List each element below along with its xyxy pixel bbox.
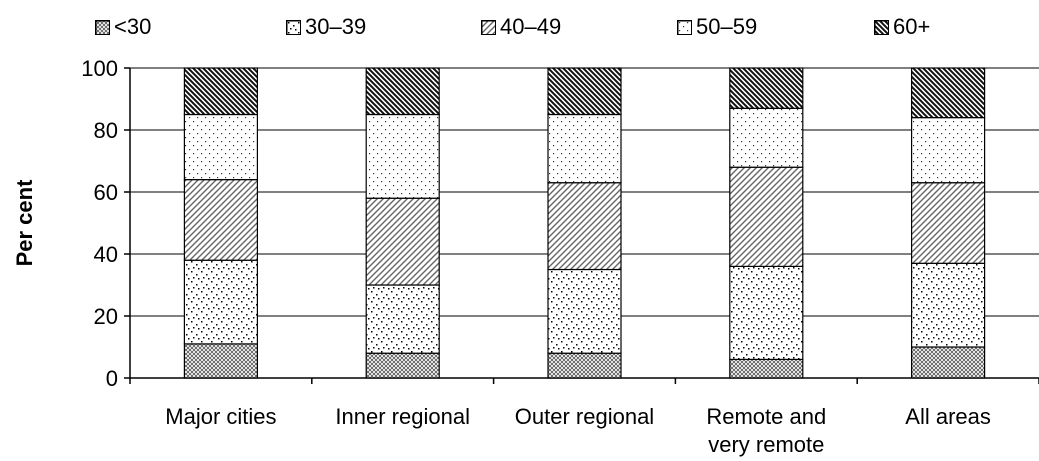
- x-category-label-line: very remote: [708, 432, 824, 457]
- y-tick-label: 0: [106, 366, 118, 391]
- legend-swatch-diagonal-dense: [874, 19, 889, 35]
- bar-segment: [183, 179, 258, 261]
- x-category-label: Outer regional: [515, 404, 654, 429]
- bar-segment: [365, 197, 440, 286]
- bar-segment: [365, 352, 440, 379]
- legend-item-under-30: <30: [95, 16, 151, 38]
- y-tick-label: 60: [94, 180, 118, 205]
- y-tick-label: 20: [94, 304, 118, 329]
- x-category-label: Inner regional: [335, 404, 470, 429]
- bar-segment: [365, 113, 440, 199]
- bar-segment: [183, 67, 258, 116]
- legend-label: <30: [114, 14, 152, 39]
- legend: <30 30–39 40–49 50–59 60+: [0, 4, 1039, 44]
- bar-segment: [365, 284, 440, 354]
- bar-segment: [729, 166, 804, 267]
- bar-segment: [910, 116, 986, 184]
- bar-segment: [183, 259, 258, 345]
- bar-segment: [365, 67, 440, 116]
- legend-label: 40–49: [500, 14, 562, 39]
- legend-item-60-plus: 60+: [874, 16, 930, 38]
- bar-segment: [547, 268, 622, 354]
- legend-item-30-39: 30–39: [286, 16, 366, 38]
- bar-segment: [910, 262, 986, 348]
- legend-swatch-diagonal: [481, 19, 496, 35]
- bar-segment: [729, 265, 804, 360]
- y-tick-label: 40: [94, 242, 118, 267]
- legend-label: 60+: [893, 14, 931, 39]
- bar-segment: [183, 113, 258, 181]
- y-tick-label: 80: [94, 118, 118, 143]
- x-labels: Major cities Inner regional Outer regional…: [165, 404, 991, 457]
- bar-segment: [910, 182, 986, 264]
- bar-segment: [910, 67, 986, 119]
- x-category-label-line: Major cities: [165, 404, 276, 429]
- x-category-label: Remote and very remote: [706, 404, 826, 457]
- y-tick-label: 100: [81, 56, 118, 81]
- bar-segment: [183, 343, 258, 379]
- bar-segment: [547, 182, 622, 271]
- bar-segment: [547, 113, 622, 184]
- legend-swatch-dots-sparse: [286, 19, 301, 35]
- legend-swatch-crosshatch: [95, 19, 110, 35]
- x-category-label-line: Outer regional: [515, 404, 654, 429]
- bar-segment: [547, 352, 622, 379]
- legend-label: 50–59: [696, 14, 758, 39]
- bars: [183, 67, 986, 379]
- x-category-label-line: Remote and: [706, 404, 826, 429]
- legend-item-50-59: 50–59: [677, 16, 757, 38]
- bar-segment: [547, 67, 622, 116]
- bar-segment: [729, 107, 804, 168]
- y-axis-title: Per cent: [12, 179, 37, 266]
- bar-segment: [729, 67, 804, 109]
- x-category-label: All areas: [905, 404, 991, 429]
- x-category-label-line: Inner regional: [335, 404, 470, 429]
- legend-swatch-dots-fine: [677, 19, 692, 35]
- y-ticks: 0 20 40 60 80 100: [81, 56, 130, 391]
- bar-segment: [729, 358, 804, 379]
- x-category-label-line: All areas: [905, 404, 991, 429]
- legend-item-40-49: 40–49: [481, 16, 561, 38]
- legend-label: 30–39: [305, 14, 367, 39]
- x-category-label: Major cities: [165, 404, 276, 429]
- bar-segment: [910, 346, 986, 379]
